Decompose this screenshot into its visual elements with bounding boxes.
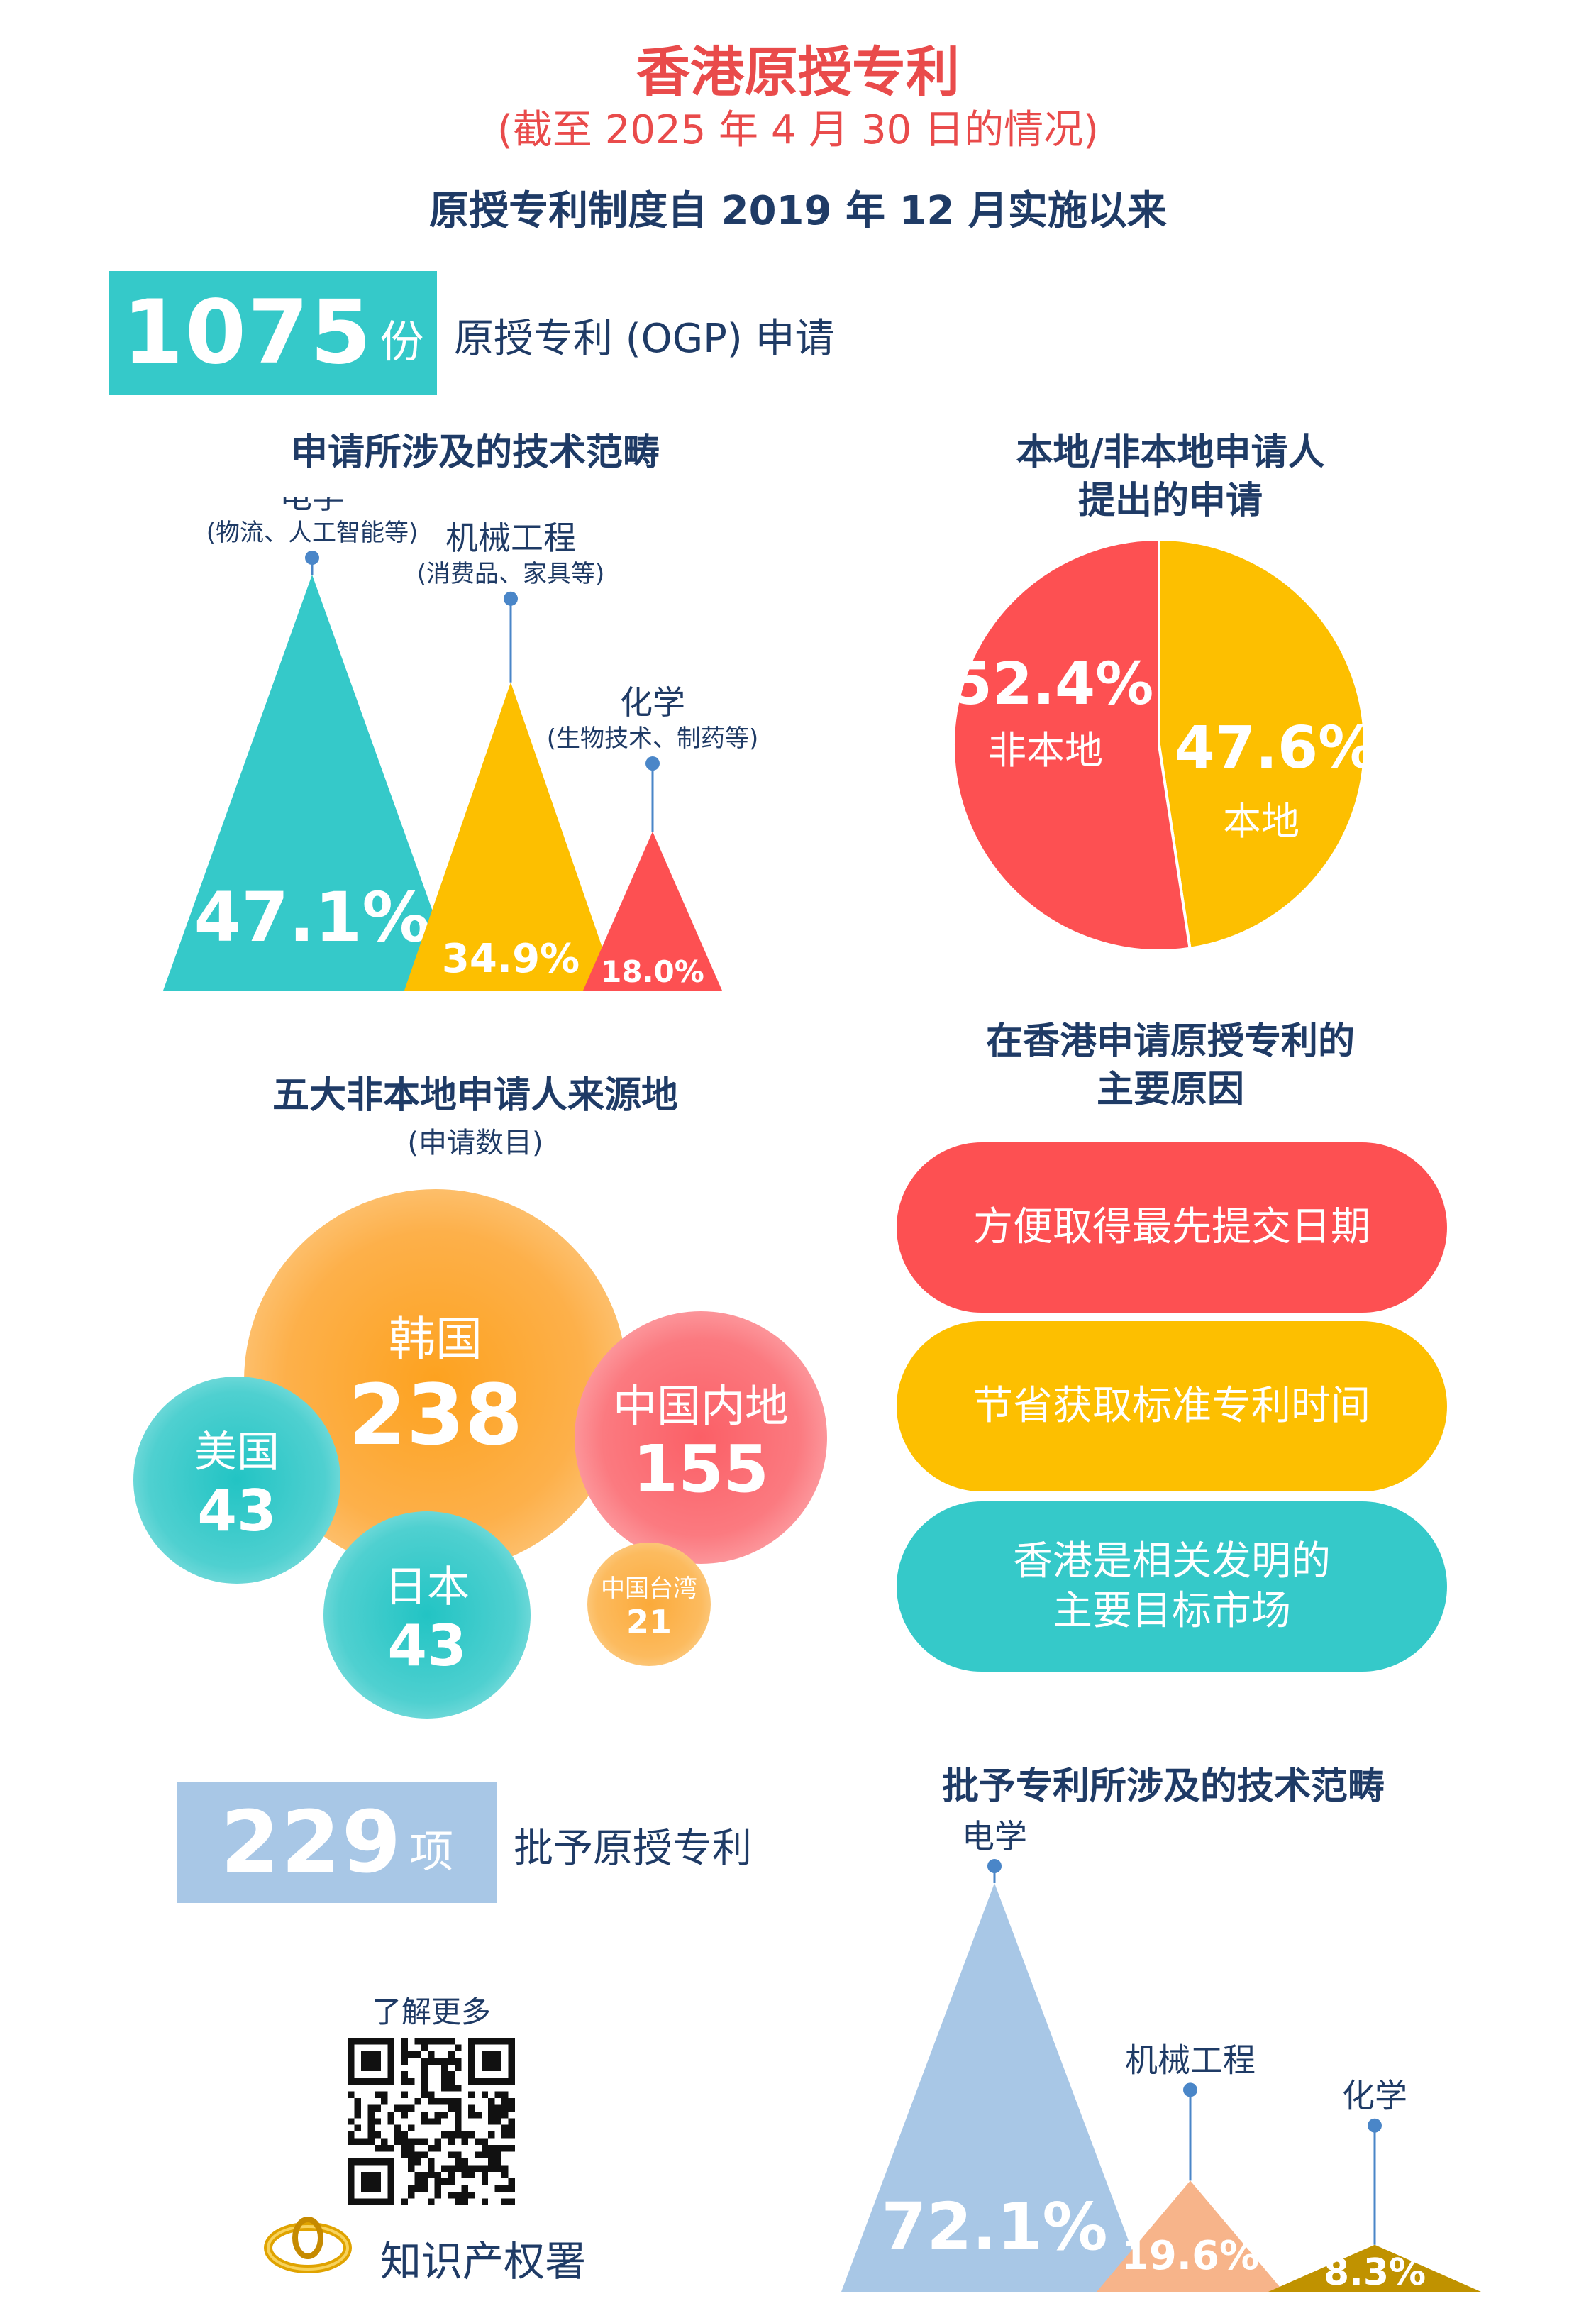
bubble-taiwan: 中国台湾 21	[587, 1543, 711, 1666]
bubble-mainland-value: 155	[633, 1434, 769, 1505]
page-title: 香港原授专利	[0, 28, 1596, 106]
reason-pill-2: 节省获取标准专利时间	[897, 1321, 1447, 1491]
pie-heading-line1: 本地/非本地申请人	[880, 429, 1461, 477]
bubble-heading: 五大非本地申请人来源地	[142, 1071, 809, 1120]
pin-electrical	[305, 551, 319, 565]
bubble-usa-value: 43	[197, 1479, 276, 1543]
local-nonlocal-pie-chart: 52.4% 非本地 47.6% 本地	[915, 518, 1412, 958]
applications-unit: 份	[380, 306, 424, 370]
application-fields-heading: 申请所涉及的技术范畴	[142, 429, 809, 477]
applications-count-box: 1075 份	[109, 271, 437, 395]
learn-more-label: 了解更多	[289, 1988, 573, 2031]
bubble-mainland-name: 中国内地	[613, 1370, 789, 1434]
grants-count-box: 229 项	[177, 1782, 497, 1903]
pie-label-nonlocal-value: 52.4%	[952, 651, 1153, 718]
value-label-chemical: 18.0%	[601, 954, 704, 989]
applications-count: 1075	[122, 282, 372, 384]
category-note-electrical: (物流、人工智能等)	[206, 519, 419, 547]
reason-pill-1: 方便取得最先提交日期	[897, 1142, 1447, 1313]
category-note-mechanical: (消费品、家具等)	[417, 560, 605, 588]
value-label-electrical: 72.1%	[881, 2189, 1107, 2265]
bubble-japan-name: 日本	[384, 1552, 470, 1614]
granted-fields-heading: 批予专利所涉及的技术范畴	[837, 1762, 1490, 1811]
pie-label-local-value: 47.6%	[1175, 715, 1376, 782]
pin-mechanical	[504, 592, 518, 606]
category-label-electrical: 电学	[279, 497, 345, 516]
page-subtitle: (截至 2025 年 4 月 30 日的情况)	[0, 98, 1596, 155]
grants-count: 229	[221, 1794, 403, 1892]
pin-chemical	[1368, 2119, 1382, 2133]
grants-unit: 项	[409, 1816, 453, 1880]
bubble-mainland: 中国内地 155	[575, 1311, 827, 1564]
ipd-logo-icon	[262, 2211, 353, 2279]
application-fields-chart: 电学 (物流、人工智能等) 47.1% 机械工程 (消费品、家具等) 34.9% 化学(生物…	[0, 497, 809, 1008]
reasons-heading-line2: 主要原因	[880, 1066, 1461, 1114]
bubble-taiwan-value: 21	[626, 1604, 672, 1640]
bubble-usa: 美国 43	[133, 1377, 340, 1584]
category-label-mechanical: 机械工程	[445, 519, 576, 557]
since-heading: 原授专利制度自 2019 年 12 月实施以来	[0, 179, 1596, 236]
value-label-electrical: 47.1%	[194, 878, 430, 957]
category-label-chemical: 化学	[1342, 2077, 1407, 2115]
applications-label: 原授专利 (OGP) 申请	[454, 307, 835, 364]
qr-code[interactable]	[348, 2038, 515, 2205]
value-label-mechanical: 19.6%	[1121, 2233, 1259, 2279]
bubble-taiwan-name: 中国台湾	[601, 1569, 697, 1604]
pin-mechanical	[1183, 2082, 1197, 2097]
reason-pill-3: 香港是相关发明的 主要目标市场	[897, 1501, 1447, 1672]
bubble-japan: 日本 43	[323, 1511, 531, 1719]
category-label-electrical: 电学	[962, 1817, 1027, 1855]
value-label-mechanical: 34.9%	[442, 936, 580, 982]
bubble-usa-name: 美国	[194, 1418, 279, 1479]
pin-chemical	[645, 756, 660, 771]
category-note-chemical: (生物技术、制药等)	[547, 724, 759, 753]
org-name: 知识产权署	[380, 2228, 586, 2288]
category-label-chemical: 化学	[620, 683, 685, 722]
pie-label-nonlocal-name: 非本地	[988, 728, 1103, 773]
pin-electrical	[987, 1859, 1002, 1873]
grants-label: 批予原授专利	[514, 1816, 752, 1874]
granted-fields-chart: 电学 72.1% 机械工程 19.6% 化学 8.3%	[816, 1816, 1525, 2306]
value-label-chemical: 8.3%	[1324, 2251, 1426, 2294]
pie-label-local-name: 本地	[1223, 799, 1299, 844]
reasons-heading-line1: 在香港申请原授专利的	[880, 1017, 1461, 1066]
bubble-japan-value: 43	[387, 1614, 466, 1678]
bubble-subheading: (申请数目)	[142, 1120, 809, 1161]
bubble-korea-name: 韩国	[389, 1301, 482, 1369]
category-label-mechanical: 机械工程	[1125, 2041, 1256, 2079]
bubble-korea-value: 238	[348, 1369, 523, 1460]
